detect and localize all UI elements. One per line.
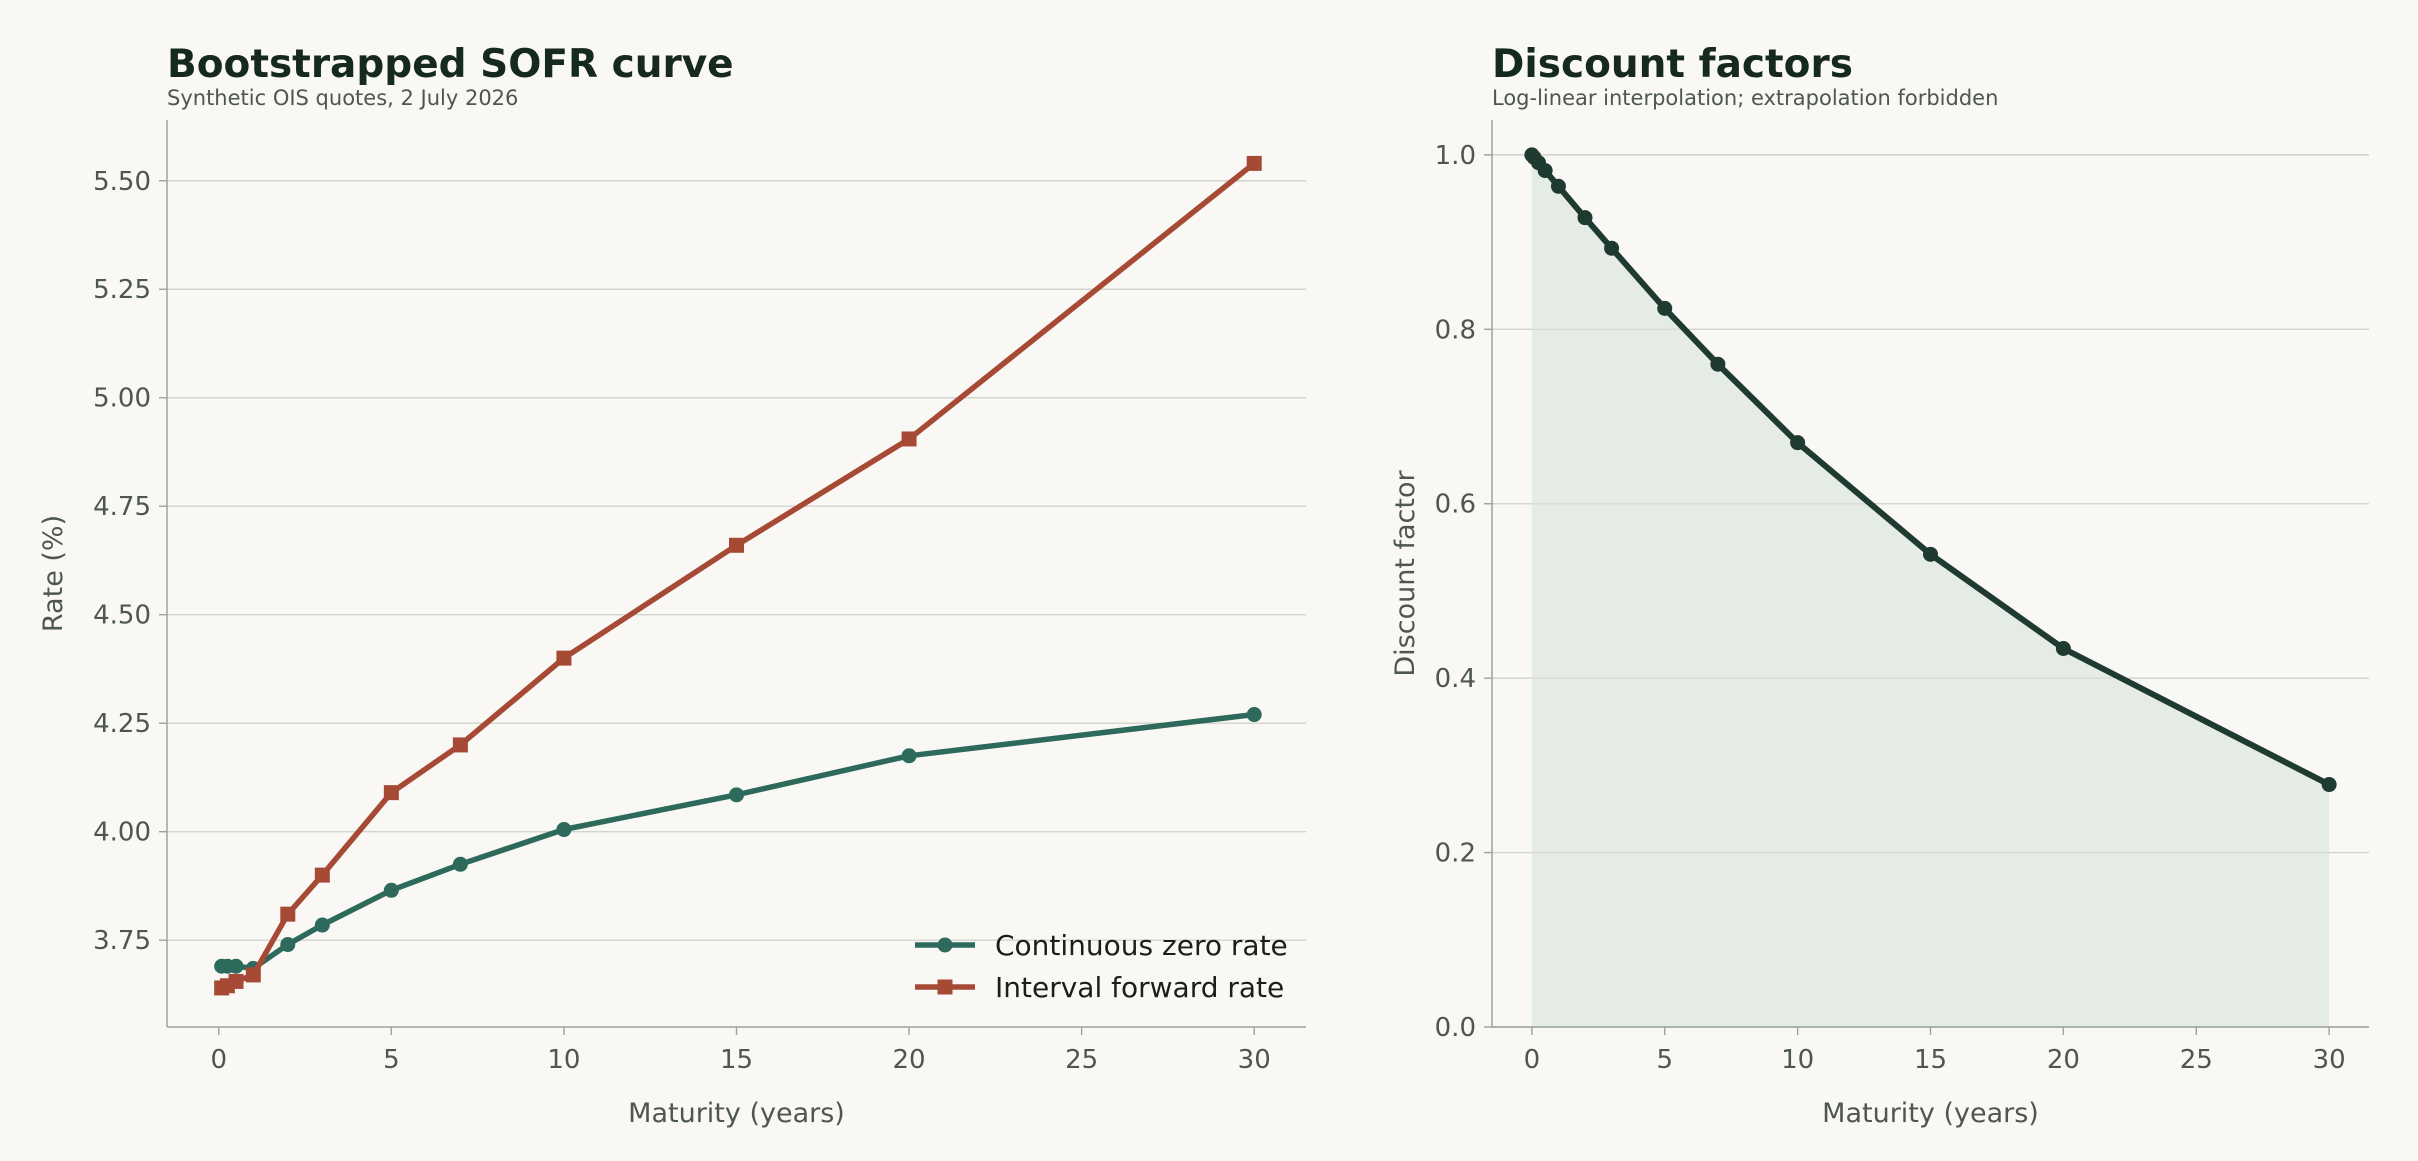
- discount-factor-point: [1710, 356, 1726, 372]
- x-tick-label: 30: [2313, 1045, 2346, 1075]
- zero-rate-point: [280, 937, 296, 953]
- left-chart-subtitle: Synthetic OIS quotes, 2 July 2026: [167, 86, 519, 110]
- y-tick-label: 4.25: [93, 709, 151, 739]
- discount-factor-point: [1537, 163, 1553, 179]
- y-tick-label: 5.00: [93, 384, 151, 414]
- left-chart-title: Bootstrapped SOFR curve: [167, 42, 734, 87]
- zero-rate-point: [556, 822, 572, 838]
- x-tick-label: 5: [383, 1045, 400, 1075]
- forward-rate-point: [383, 785, 399, 801]
- discount-factor-area: [1531, 154, 2330, 1027]
- y-tick-label: 0.6: [1435, 490, 1476, 520]
- forward-rate-point: [729, 537, 744, 553]
- forward-rate-point: [556, 650, 572, 666]
- x-axis-label: Maturity (years): [1822, 1098, 2039, 1129]
- x-axis-label: Maturity (years): [628, 1098, 845, 1129]
- discount-factor-point: [1790, 435, 1806, 451]
- x-tick-label: 10: [1781, 1045, 1814, 1075]
- y-tick-label: 4.75: [93, 492, 151, 522]
- discount-factor-point: [1923, 546, 1938, 562]
- y-tick-label: 0.0: [1435, 1013, 1476, 1043]
- y-tick-label: 4.50: [93, 601, 151, 631]
- discount-factor-point: [2321, 777, 2337, 793]
- x-tick-label: 25: [1065, 1045, 1098, 1075]
- sofr-curve-chart: 3.75 4.00 4.25 4.50 4.75 5.00 5.25 5.50 0 5 10 15 20…: [38, 120, 1306, 1129]
- right-chart-subtitle: Log-linear interpolation; extrapolation …: [1492, 86, 1999, 110]
- forward-rate-point: [452, 737, 468, 753]
- zero-rate-point: [1246, 707, 1262, 723]
- y-tick-label: 4.00: [93, 818, 151, 848]
- x-tick-label: 30: [1238, 1045, 1271, 1075]
- legend-entry: Interval forward rate: [915, 971, 1284, 1004]
- legend-swatch-marker: [937, 979, 953, 995]
- forward-rate-point: [245, 967, 261, 983]
- y-tick-label: 3.75: [93, 926, 151, 956]
- discount-factor-point: [1550, 178, 1566, 194]
- forward-rate-point: [1246, 155, 1262, 171]
- x-tick-label: 0: [1524, 1045, 1541, 1075]
- discount-factor-point: [2055, 641, 2071, 657]
- forward-rate-point: [280, 906, 296, 922]
- zero-rate-point: [901, 748, 917, 764]
- zero-rate-point: [729, 787, 744, 803]
- x-tick-label: 25: [2180, 1045, 2213, 1075]
- y-tick-label: 5.50: [93, 167, 151, 197]
- y-tick-label: 0.8: [1435, 315, 1476, 345]
- discount-factor-chart: 0.0 0.2 0.4 0.6 0.8 1.0 0 5 10 15 20 25 30 Maturity (…: [1390, 120, 2369, 1129]
- forward-rate-point: [314, 867, 330, 883]
- y-tick-label: 0.4: [1435, 664, 1476, 694]
- y-axis-label: Rate (%): [38, 515, 69, 632]
- x-tick-label: 5: [1656, 1045, 1673, 1075]
- x-tick-label: 15: [720, 1045, 753, 1075]
- y-tick-label: 0.2: [1435, 839, 1476, 869]
- forward-rate-point: [228, 973, 244, 989]
- discount-factor-point: [1604, 240, 1620, 256]
- discount-factor-point: [1657, 300, 1673, 316]
- discount-factor-point: [1577, 210, 1593, 226]
- zero-rate-point: [383, 882, 399, 898]
- legend-entry: Continuous zero rate: [915, 929, 1288, 962]
- x-tick-label: 15: [1914, 1045, 1947, 1075]
- x-tick-label: 20: [2047, 1045, 2080, 1075]
- legend-swatch-marker: [937, 937, 953, 953]
- x-tick-label: 0: [210, 1045, 227, 1075]
- legend-label: Interval forward rate: [995, 971, 1284, 1004]
- zero-rate-point: [452, 856, 468, 872]
- forward-rate-line: [218, 160, 1257, 991]
- zero-rate-point: [228, 958, 244, 974]
- forward-rate-point: [901, 431, 917, 447]
- right-chart-title: Discount factors: [1492, 42, 1853, 87]
- x-tick-label: 20: [893, 1045, 926, 1075]
- x-tick-label: 10: [547, 1045, 580, 1075]
- y-axis-label: Discount factor: [1390, 469, 1421, 676]
- zero-rate-point: [314, 917, 330, 933]
- y-tick-label: 1.0: [1435, 141, 1476, 171]
- legend-label: Continuous zero rate: [995, 929, 1288, 962]
- y-tick-label: 5.25: [93, 275, 151, 305]
